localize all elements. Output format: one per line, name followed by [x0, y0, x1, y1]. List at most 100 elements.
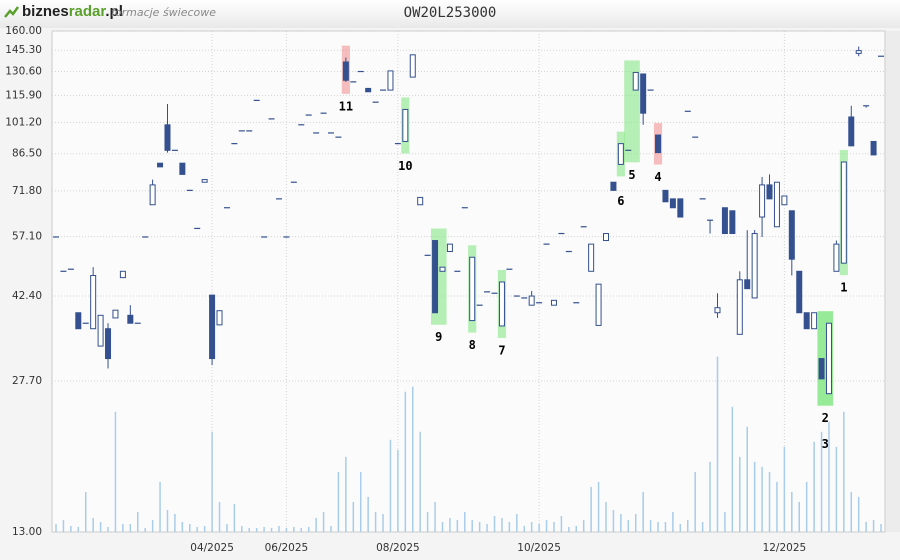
candle-body: [848, 116, 855, 147]
candle-body: [588, 243, 595, 272]
volume-bar: [181, 521, 184, 532]
y-tick-label: 115.90: [5, 89, 42, 101]
volume-bar: [753, 461, 756, 532]
volume-bar: [270, 527, 273, 532]
volume-bar: [687, 519, 689, 532]
candle-body: [179, 162, 186, 175]
candle-body: [759, 184, 766, 218]
volume-bar: [449, 517, 451, 532]
candle-body: [550, 299, 557, 306]
candle-body: [825, 322, 832, 395]
volume-bar: [159, 481, 161, 532]
candle-body: [498, 281, 505, 327]
candle-body: [773, 181, 780, 228]
y-tick-label: 13.00: [12, 526, 42, 538]
brand-part: biznes: [22, 3, 69, 20]
volume-bar: [166, 509, 169, 532]
candle-body: [617, 143, 624, 165]
volume-bar: [278, 525, 280, 532]
x-tick-label: 04/2025: [190, 542, 234, 554]
side-strip: [886, 31, 900, 532]
logo-icon: [4, 6, 20, 18]
x-tick-label: 12/2025: [763, 542, 807, 554]
y-tick-label: 27.70: [12, 375, 42, 387]
candle-body: [610, 181, 617, 191]
candle-body: [432, 240, 439, 314]
candle-body: [796, 270, 803, 314]
pattern-label: 4: [654, 170, 661, 184]
volume-bar: [226, 523, 228, 532]
y-tick-label: 160.00: [5, 25, 42, 37]
volume-bar: [813, 441, 815, 532]
volume-bar: [70, 525, 72, 532]
volume-bar: [501, 517, 503, 532]
volume-bar: [620, 513, 622, 532]
volume-bar: [322, 511, 325, 532]
candle-body: [669, 198, 676, 209]
candle-body: [417, 196, 424, 206]
volume-bar: [211, 431, 213, 532]
volume-bar: [835, 446, 838, 532]
header: [0, 0, 900, 28]
volume-bar: [516, 513, 518, 532]
y-tick-label: 130.60: [5, 66, 42, 78]
volume-bar: [196, 526, 198, 532]
volume-bar: [776, 481, 778, 532]
candle-body: [833, 243, 840, 272]
volume-bar: [285, 527, 288, 532]
volume-bar: [189, 523, 191, 532]
volume-bar: [389, 439, 392, 532]
candle-body: [811, 312, 818, 330]
candle-body: [721, 207, 728, 235]
volume-bar: [456, 519, 459, 532]
volume-bar: [508, 521, 511, 532]
volume-bar: [441, 521, 444, 532]
volume-bar: [530, 521, 533, 532]
y-tick-label: 71.80: [12, 185, 42, 197]
volume-bar: [679, 523, 682, 532]
volume-bar: [746, 426, 748, 532]
candle-body: [840, 161, 847, 264]
volume-bar: [144, 527, 146, 532]
volume-bar: [434, 501, 436, 532]
brand: biznesradar.pl: [22, 3, 123, 20]
candle-body: [75, 312, 82, 330]
volume-bar: [359, 471, 362, 532]
candle-body: [818, 358, 825, 380]
volume-bar: [382, 513, 384, 532]
pattern-label: 9: [435, 330, 442, 344]
candle-body: [714, 307, 721, 314]
volume-bar: [352, 501, 355, 532]
volume-bar: [575, 525, 578, 532]
chart-title: OW20L253000: [404, 5, 497, 21]
volume-bar: [493, 515, 496, 532]
volume-bar: [872, 519, 875, 532]
volume-bar: [300, 527, 303, 532]
y-tick-label: 101.20: [5, 116, 42, 128]
subtitle: formacje świecowe: [111, 6, 216, 19]
volume-bar: [865, 521, 867, 532]
volume-bar: [701, 521, 704, 532]
candle-body: [409, 54, 416, 78]
pattern-label: 5: [628, 168, 635, 182]
candle-body: [662, 189, 669, 203]
candle-body: [112, 309, 119, 319]
candle-body: [439, 266, 446, 272]
volume-bar: [151, 519, 154, 532]
volume-bar: [627, 519, 630, 532]
candle-body: [157, 162, 164, 168]
volume-bar: [843, 411, 845, 532]
candle-body: [446, 243, 453, 253]
candle-body: [469, 256, 476, 322]
volume-bar: [84, 491, 87, 532]
volume-bar: [464, 511, 466, 532]
volume-bar: [330, 525, 332, 532]
pattern-label: 1: [840, 281, 847, 295]
brand-part: radar: [69, 3, 107, 20]
candle-body: [595, 283, 602, 326]
volume-bar: [374, 511, 377, 532]
volume-bar: [724, 511, 726, 532]
candle-body: [216, 310, 223, 326]
candle-body: [90, 274, 97, 330]
